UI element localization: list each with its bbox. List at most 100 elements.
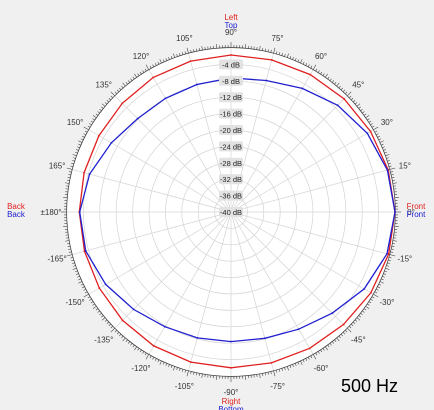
angle-label: 75° <box>272 34 284 43</box>
ring-label-text: -20 dB <box>220 126 242 135</box>
grid-spokes <box>67 48 395 376</box>
tick-mark <box>389 254 396 257</box>
series-point-1 <box>189 361 192 363</box>
series-point-2 <box>164 97 167 100</box>
tick-mark <box>300 59 303 64</box>
series-point-2 <box>386 169 389 171</box>
tick-mark <box>270 371 272 375</box>
tick-mark <box>74 270 79 273</box>
tick-mark <box>67 242 71 245</box>
series-point-1 <box>152 344 155 347</box>
direction-label-bottom: Bottom <box>218 405 244 410</box>
series-point-2 <box>78 211 81 213</box>
tick-mark <box>389 167 396 170</box>
series-point-1 <box>230 54 232 56</box>
grid-spoke <box>72 169 232 213</box>
series-point-2 <box>301 87 304 90</box>
tick-mark <box>371 125 375 128</box>
tick-mark <box>104 319 108 322</box>
series-point-2 <box>297 328 300 331</box>
tick-mark <box>101 103 106 107</box>
series-point-1 <box>121 102 124 105</box>
tick-mark <box>110 95 114 99</box>
tick-mark <box>366 303 370 306</box>
tick-mark <box>80 283 84 286</box>
tick-mark <box>168 57 170 61</box>
tick-mark <box>368 301 372 304</box>
series-point-2 <box>88 173 91 176</box>
grid-spoke <box>148 69 232 213</box>
tick-mark <box>375 133 379 136</box>
tick-mark <box>369 123 373 126</box>
tick-mark <box>376 135 380 138</box>
tick-mark <box>68 251 72 253</box>
tick-mark <box>78 140 83 143</box>
series-point-1 <box>343 98 345 100</box>
tick-mark <box>385 267 390 270</box>
tick-mark <box>104 102 108 105</box>
tick-mark <box>259 373 261 378</box>
tick-mark <box>73 157 77 159</box>
ring-label-bg <box>219 174 243 185</box>
ring-label-text: -8 dB <box>222 77 240 86</box>
grid-spoke <box>188 53 232 213</box>
tick-mark <box>154 63 157 67</box>
tick-mark <box>176 54 178 58</box>
angle-label: -165° <box>48 255 67 264</box>
series-point-1 <box>152 76 155 79</box>
series-point-2 <box>331 312 334 315</box>
tick-mark <box>390 174 394 176</box>
tick-mark <box>352 321 356 324</box>
grid-spoke <box>114 211 232 329</box>
tick-mark <box>152 64 155 68</box>
tick-mark <box>275 51 278 55</box>
series-point-2 <box>336 104 339 107</box>
tick-mark <box>375 288 379 291</box>
tick-mark <box>320 349 323 353</box>
grid-spoke <box>230 129 374 213</box>
tick-mark <box>366 118 370 121</box>
tick-mark <box>348 95 352 99</box>
tick-mark <box>142 70 145 74</box>
series-point-2 <box>163 325 166 328</box>
tick-mark <box>388 165 392 168</box>
tick-mark <box>198 48 201 52</box>
grid-spoke <box>230 211 314 355</box>
tick-mark <box>273 370 276 377</box>
tick-mark <box>329 78 332 82</box>
frequency-annotation: 500 Hz <box>341 376 398 396</box>
tick-mark <box>68 174 72 176</box>
tick-mark <box>317 70 320 74</box>
tick-mark <box>281 367 283 371</box>
tick-mark <box>83 293 90 298</box>
angle-label: 90° <box>225 28 237 37</box>
tick-mark <box>67 179 71 182</box>
series-point-1 <box>369 291 372 294</box>
tick-mark <box>391 245 395 248</box>
tick-mark <box>322 73 325 77</box>
tick-mark <box>376 286 380 289</box>
tick-mark <box>372 126 379 131</box>
tick-mark <box>87 125 91 128</box>
angle-label: ±180° <box>41 208 62 217</box>
tick-mark <box>363 113 367 116</box>
tick-mark <box>379 281 384 284</box>
tick-mark <box>198 372 201 376</box>
ring-label: -8 dB <box>219 75 243 86</box>
tick-mark <box>154 357 157 361</box>
tick-mark <box>281 53 283 57</box>
tick-mark <box>381 146 385 149</box>
tick-mark <box>195 372 198 376</box>
angle-label: -120° <box>131 364 150 373</box>
angle-label: -15° <box>397 255 412 264</box>
ring-label: -4 dB <box>219 59 243 70</box>
angle-label: 105° <box>176 34 193 43</box>
tick-mark <box>125 82 129 85</box>
direction-label-left: Back <box>7 210 26 219</box>
tick-mark <box>344 329 348 333</box>
ring-label-bg <box>219 141 243 152</box>
tick-mark <box>92 303 96 306</box>
tick-mark <box>363 308 367 311</box>
angle-label: -105° <box>175 382 194 391</box>
tick-mark <box>380 278 384 281</box>
